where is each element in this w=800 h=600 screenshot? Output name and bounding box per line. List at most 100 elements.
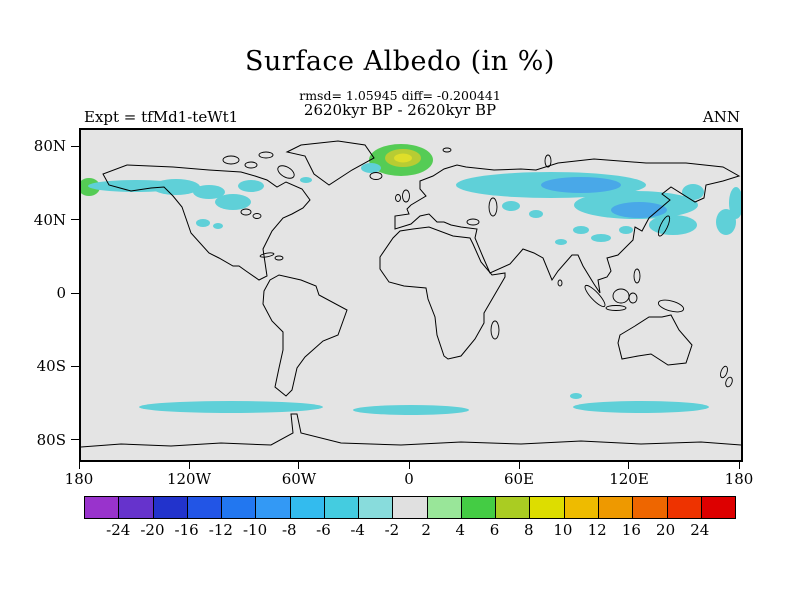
- anomaly-blob: [573, 226, 589, 234]
- colorbar-tick-label: -4: [350, 521, 365, 539]
- colorbar-tick-label: -6: [316, 521, 331, 539]
- anomaly-blob: [682, 184, 704, 200]
- x-axis-label: 180: [724, 470, 754, 488]
- island-new-zealand-south: [725, 376, 733, 388]
- island-novaya-zemlya: [544, 154, 552, 168]
- anomaly-blob: [529, 210, 543, 218]
- colorbar-tick-label: 4: [455, 521, 466, 539]
- island-ireland: [395, 194, 401, 202]
- anomaly-blob: [570, 393, 582, 399]
- colorbar-segment: [530, 497, 565, 518]
- colorbar-tick-label: 16: [621, 521, 641, 539]
- coastline-australia: [617, 314, 693, 366]
- colorbar-tick-label: 24: [690, 521, 710, 539]
- anomaly-blob: [361, 163, 381, 173]
- anomaly-blob: [555, 239, 567, 245]
- colorbar-segment: [85, 497, 120, 518]
- colorbar-segment: [290, 497, 325, 518]
- anomaly-blob: [502, 201, 520, 211]
- x-axis-label: 60E: [503, 470, 535, 488]
- map-frame: [79, 128, 743, 462]
- colorbar-segment: [324, 497, 360, 518]
- x-axis-tick: [738, 462, 740, 469]
- anomaly-blob: [573, 401, 709, 413]
- colorbar-segment: [461, 497, 497, 518]
- anomaly-blob: [152, 179, 200, 195]
- colorbar-tick-label: 6: [489, 521, 500, 539]
- anomaly-blob: [213, 223, 223, 229]
- colorbar-tick-label: -2: [384, 521, 400, 539]
- coastline-antarctica: [81, 413, 741, 448]
- coastline-greenland: [285, 140, 375, 186]
- x-axis-label: 0: [404, 470, 414, 488]
- island-sulawesi: [628, 292, 638, 304]
- island-java: [605, 305, 627, 311]
- y-axis-tick: [71, 292, 79, 294]
- y-axis-tick: [71, 145, 79, 147]
- lake-great-lakes-east: [252, 213, 262, 219]
- y-axis-label: 40N: [33, 210, 66, 229]
- colorbar-tick-label: 2: [421, 521, 431, 539]
- colorbar-segment: [564, 497, 599, 518]
- x-axis-tick: [78, 462, 80, 469]
- plot-title: Surface Albedo (in %): [245, 46, 555, 77]
- y-axis-tick: [71, 219, 79, 221]
- colorbar-segment: [153, 497, 188, 518]
- anomaly-blob: [619, 226, 633, 234]
- island-madagascar: [490, 320, 500, 340]
- colorbar-segment: [667, 497, 702, 518]
- island-new-guinea: [657, 299, 685, 313]
- island-iceland: [369, 172, 383, 180]
- colorbar-segment: [496, 497, 531, 518]
- y-axis-tick: [71, 439, 79, 441]
- colorbar-tick-label: -10: [242, 521, 268, 539]
- anomaly-blob: [238, 180, 264, 192]
- colorbar-tick-label: 8: [523, 521, 534, 539]
- anomaly-blob: [541, 177, 621, 193]
- coastline-south-america: [262, 274, 348, 397]
- island-uk: [402, 189, 410, 203]
- lake-great-lakes-west: [240, 208, 252, 216]
- anomaly-blob: [729, 187, 741, 219]
- coastline-layer: [81, 140, 741, 448]
- x-axis-tick: [188, 462, 190, 469]
- colorbar-segment: [256, 497, 291, 518]
- colorbar-tick-label: -20: [140, 521, 165, 539]
- colorbar-tick-label: -24: [106, 521, 131, 539]
- island-svalbard: [442, 147, 452, 153]
- colorbar-segment: [393, 497, 428, 518]
- x-axis-tick: [518, 462, 520, 469]
- colorbar-segment: [427, 497, 462, 518]
- colorbar: [84, 496, 736, 519]
- island-arctic-2: [244, 161, 258, 169]
- world-map: [81, 140, 741, 448]
- island-borneo: [612, 288, 630, 304]
- lake-black-sea: [466, 218, 480, 226]
- colorbar-segment: [119, 497, 154, 518]
- x-axis-label: 120W: [166, 470, 212, 488]
- colorbar-segment: [187, 497, 223, 518]
- island-arctic-1: [222, 155, 240, 165]
- coastline-north-america: [102, 164, 311, 281]
- anomaly-blob: [591, 234, 611, 242]
- island-japan: [657, 215, 671, 237]
- anomaly-blob: [716, 209, 736, 235]
- colorbar-segment: [701, 497, 736, 518]
- colorbar-segment: [633, 497, 668, 518]
- anomaly-blob-layer: [81, 144, 741, 415]
- colorbar-tick-label: 10: [553, 521, 573, 539]
- coastline-africa: [379, 226, 506, 360]
- lake-caspian: [488, 197, 498, 217]
- season-label: ANN: [702, 108, 740, 126]
- island-arctic-3: [258, 151, 274, 159]
- x-axis-label: 120E: [609, 470, 649, 488]
- island-new-zealand-north: [720, 365, 728, 379]
- anomaly-blob: [193, 185, 225, 199]
- y-axis-tick: [71, 365, 79, 367]
- colorbar-segment: [359, 497, 394, 518]
- colorbar-tick-label: -16: [174, 521, 199, 539]
- island-sri-lanka: [557, 279, 563, 287]
- y-axis-label: 80S: [36, 430, 66, 449]
- anomaly-blob: [215, 194, 251, 210]
